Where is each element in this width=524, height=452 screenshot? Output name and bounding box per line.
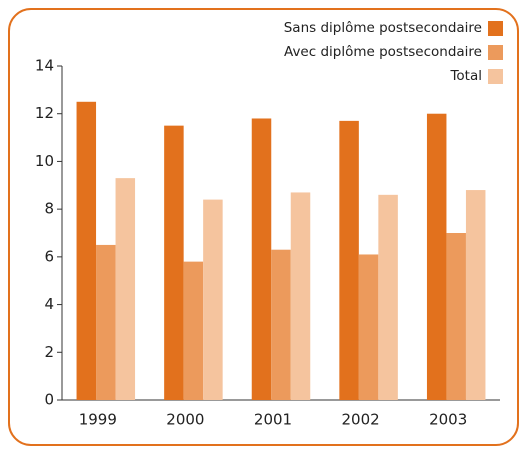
bar [76, 101, 97, 401]
bar [183, 261, 204, 400]
x-tick-label: 2002 [342, 411, 380, 429]
legend-label: Sans diplôme postsecondaire [284, 20, 482, 36]
y-tick-label: 2 [44, 343, 54, 361]
bar [426, 113, 447, 400]
bar [271, 249, 291, 400]
bar [446, 233, 466, 400]
bar [339, 120, 359, 400]
bar [203, 199, 223, 400]
legend-swatch [488, 21, 503, 36]
y-tick-label: 6 [44, 247, 54, 265]
y-tick-label: 10 [35, 152, 54, 170]
bar [115, 178, 136, 400]
y-tick-label: 4 [44, 295, 54, 313]
x-tick-label: 2000 [166, 411, 204, 429]
legend-swatch [488, 45, 503, 60]
y-tick-label: 8 [44, 200, 54, 218]
bar [378, 194, 398, 400]
bar [164, 125, 184, 401]
x-tick-label: 2003 [429, 411, 467, 429]
bar [96, 244, 116, 400]
x-tick-label: 2001 [254, 411, 292, 429]
y-tick-label: 14 [35, 57, 54, 75]
legend-label: Avec diplôme postsecondaire [284, 44, 482, 60]
x-tick-label: 1999 [79, 411, 117, 429]
bar [465, 190, 486, 400]
bar [251, 118, 272, 400]
bar [290, 192, 311, 400]
legend-swatch [488, 69, 503, 84]
legend-label: Total [449, 68, 482, 84]
y-tick-label: 0 [44, 391, 54, 409]
bar [358, 254, 379, 400]
y-tick-label: 12 [35, 104, 54, 122]
